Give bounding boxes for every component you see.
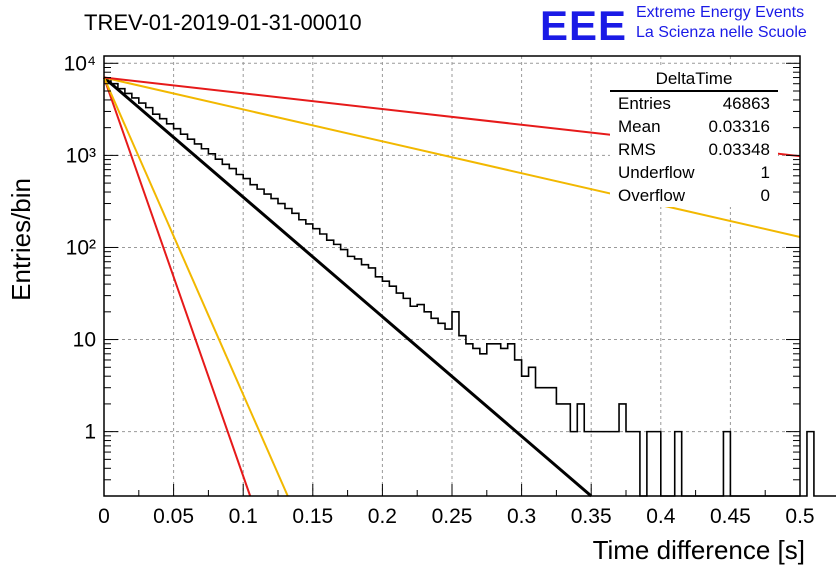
y-axis-label: Entries/bin <box>6 178 36 301</box>
y-tick-label: 10³ <box>66 144 96 167</box>
stats-box: DeltaTime Entries 46863 Mean 0.03316 RMS… <box>610 68 778 207</box>
x-tick-label: 0.2 <box>368 505 397 528</box>
x-tick-label: 0.05 <box>153 505 194 528</box>
x-axis-label: Time difference [s] <box>593 535 805 565</box>
stats-row-mean: Mean 0.03316 <box>610 115 778 138</box>
x-tick-label: 0 <box>98 505 110 528</box>
y-tick-label: 10⁴ <box>64 52 96 75</box>
fit-curve-3 <box>103 76 801 238</box>
run-title: TREV-01-2019-01-31-00010 <box>84 10 362 35</box>
stats-title: DeltaTime <box>610 68 778 92</box>
histogram <box>104 77 836 497</box>
fit-curve-0 <box>103 76 593 498</box>
stats-label: Underflow <box>618 163 695 182</box>
stats-value: 1 <box>760 163 770 182</box>
x-tick-label: 0.25 <box>432 505 473 528</box>
x-tick-label: 0.1 <box>229 505 258 528</box>
stats-row-entries: Entries 46863 <box>610 92 778 115</box>
fit-curve-2 <box>103 77 289 497</box>
x-tick-label: 0.15 <box>292 505 333 528</box>
stats-value: 0.03348 <box>708 140 770 159</box>
stats-row-underflow: Underflow 1 <box>610 161 778 184</box>
stats-row-overflow: Overflow 0 <box>610 184 778 207</box>
fit-curve-1 <box>103 77 252 497</box>
stats-row-rms: RMS 0.03348 <box>610 138 778 161</box>
x-axis: 0 0.05 0.1 0.15 0.2 0.25 0.3 0.35 0.4 0.45 0.5 <box>98 484 815 528</box>
stats-label: Mean <box>618 117 661 136</box>
stats-value: 0 <box>760 186 770 205</box>
eee-logo-text: EEE <box>540 2 628 49</box>
stats-value: 0.03316 <box>708 117 770 136</box>
y-tick-label: 10 <box>73 329 96 352</box>
eee-logo: EEE Extreme Energy Events La Scienza nel… <box>540 2 830 49</box>
fit-curves <box>103 76 801 498</box>
x-tick-label: 0.45 <box>710 505 751 528</box>
histogram-outline <box>104 77 836 497</box>
y-tick-label: 1 <box>84 421 96 444</box>
stats-label: Overflow <box>618 186 686 205</box>
stats-label: Entries <box>618 94 671 113</box>
stats-value: 46863 <box>722 94 770 113</box>
stats-label: RMS <box>618 140 656 159</box>
x-tick-label: 0.5 <box>785 505 814 528</box>
logo-subtitle-2: La Scienza nelle Scuole <box>636 24 807 41</box>
logo-subtitle-1: Extreme Energy Events <box>636 4 805 21</box>
y-tick-label: 10² <box>66 236 96 259</box>
x-tick-label: 0.3 <box>507 505 536 528</box>
x-tick-label: 0.4 <box>646 505 676 528</box>
x-tick-label: 0.35 <box>571 505 612 528</box>
